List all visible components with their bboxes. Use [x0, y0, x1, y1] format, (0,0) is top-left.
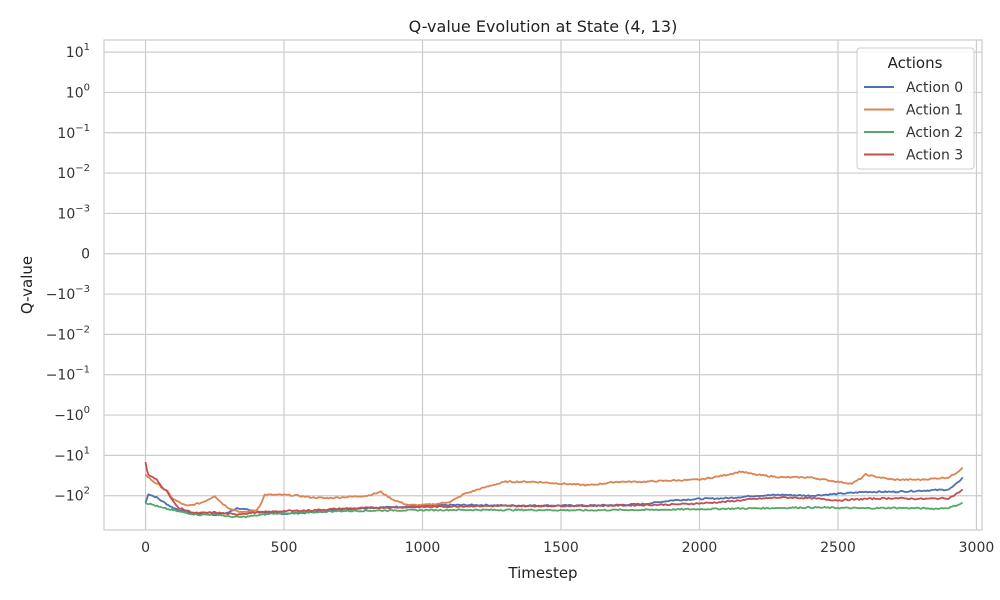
y-tick-label: 100	[66, 82, 90, 101]
legend-label-action-0: Action 0	[906, 80, 963, 96]
y-tick-label: −100	[54, 405, 90, 424]
y-tick-label: 101	[66, 42, 90, 61]
x-tick-label: 500	[271, 540, 298, 556]
x-tick-label: 3000	[959, 540, 995, 556]
y-tick-label: 10−2	[57, 163, 90, 182]
x-tick-label: 0	[141, 540, 150, 556]
series-line-action-3	[144, 461, 964, 516]
y-tick-label: 10−3	[57, 203, 90, 222]
y-axis-ticks: 101 100 10−1 10−2 10−3 0 −10−3 −10−2 −10−1 −100 −1…	[46, 42, 90, 505]
y-tick-label: 0	[81, 247, 90, 263]
legend-box	[856, 47, 975, 170]
legend-items: Action 0 Action 1 Action 2 Action 3	[864, 80, 963, 164]
x-gridlines	[144, 40, 978, 530]
x-tick-label: 1500	[543, 540, 579, 556]
y-gridlines	[104, 51, 982, 497]
y-tick-label: −10−3	[46, 284, 90, 303]
series-line-action-1	[144, 466, 964, 513]
x-tick-label: 2500	[820, 540, 856, 556]
series-lines	[144, 461, 964, 519]
legend-label-action-2: Action 2	[906, 125, 963, 141]
x-tick-label: 1000	[405, 540, 441, 556]
y-tick-label: −102	[54, 486, 90, 505]
chart-title: Q-value Evolution at State (4, 13)	[409, 17, 678, 36]
legend-title: Actions	[888, 54, 943, 72]
y-tick-label: −10−2	[46, 324, 90, 343]
plot-frame	[103, 39, 983, 531]
y-tick-label: −10−1	[46, 365, 90, 384]
y-axis-label: Q-value	[18, 256, 36, 314]
x-axis-label: Timestep	[507, 564, 577, 582]
legend: Actions Action 0 Action 1 Action 2 Action 3	[856, 47, 975, 170]
y-tick-label: −101	[54, 445, 90, 464]
legend-label-action-3: Action 3	[906, 148, 963, 164]
x-tick-label: 2000	[682, 540, 718, 556]
x-axis-ticks: 0 500 1000 1500 2000 2500 3000	[141, 540, 994, 556]
series-line-action-2	[145, 501, 963, 519]
legend-label-action-1: Action 1	[906, 103, 963, 119]
y-tick-label: 10−1	[57, 123, 90, 142]
plot-area	[103, 39, 983, 531]
